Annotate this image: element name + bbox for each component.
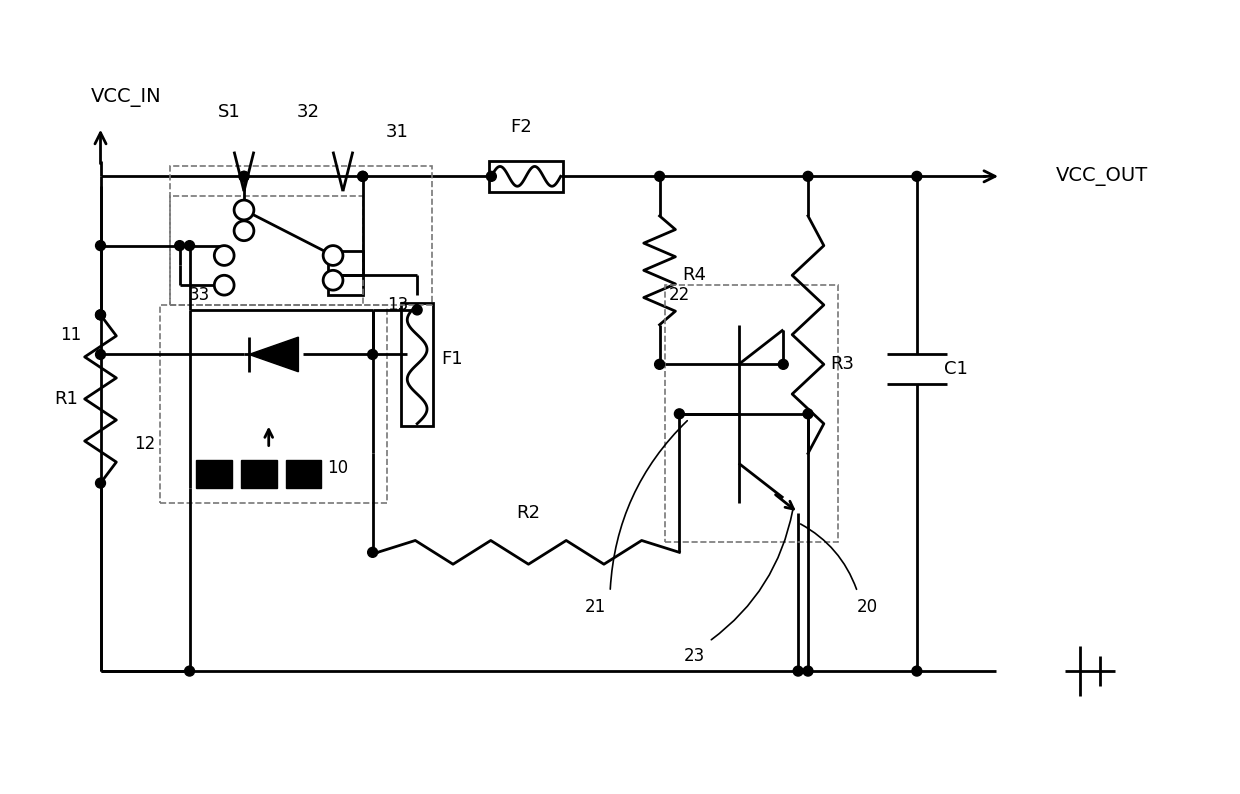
Circle shape — [324, 270, 343, 290]
Circle shape — [239, 172, 249, 181]
Text: C1: C1 — [945, 360, 968, 378]
Circle shape — [804, 666, 813, 676]
Text: 33: 33 — [188, 286, 210, 304]
Text: VCC_OUT: VCC_OUT — [1055, 167, 1148, 186]
Text: 23: 23 — [683, 647, 704, 665]
Circle shape — [234, 200, 254, 220]
Circle shape — [95, 310, 105, 320]
Circle shape — [368, 547, 377, 557]
Text: R1: R1 — [53, 390, 78, 408]
Circle shape — [412, 305, 422, 315]
Polygon shape — [249, 337, 299, 372]
Circle shape — [234, 221, 254, 241]
Circle shape — [324, 245, 343, 265]
Circle shape — [185, 241, 195, 251]
Circle shape — [215, 245, 234, 265]
Bar — [402, 303, 433, 426]
Bar — [196, 461, 232, 488]
Text: 11: 11 — [61, 326, 82, 344]
Bar — [160, 305, 387, 503]
Text: 20: 20 — [857, 598, 878, 616]
Text: R3: R3 — [831, 356, 854, 373]
Circle shape — [804, 409, 813, 418]
Bar — [665, 285, 838, 542]
Bar — [241, 461, 277, 488]
Text: 13: 13 — [387, 296, 408, 314]
Circle shape — [675, 409, 684, 418]
Circle shape — [185, 666, 195, 676]
Text: F1: F1 — [441, 350, 463, 368]
Circle shape — [368, 349, 377, 360]
Circle shape — [804, 172, 813, 181]
Circle shape — [95, 349, 105, 360]
Circle shape — [911, 172, 921, 181]
Text: 22: 22 — [668, 286, 689, 304]
Circle shape — [95, 241, 105, 251]
Bar — [490, 160, 563, 192]
Circle shape — [358, 172, 368, 181]
Circle shape — [779, 360, 789, 369]
Text: R4: R4 — [682, 266, 707, 284]
Circle shape — [655, 360, 665, 369]
Circle shape — [358, 172, 368, 181]
Circle shape — [175, 241, 185, 251]
Text: R2: R2 — [516, 503, 539, 522]
Text: F2: F2 — [510, 118, 532, 136]
Bar — [170, 196, 363, 305]
Circle shape — [911, 666, 921, 676]
Circle shape — [239, 172, 249, 181]
Text: 31: 31 — [386, 123, 409, 141]
Text: S1: S1 — [218, 103, 241, 121]
Bar — [170, 167, 432, 305]
Text: 32: 32 — [296, 103, 320, 121]
Circle shape — [655, 172, 665, 181]
Circle shape — [95, 478, 105, 488]
Circle shape — [95, 310, 105, 320]
Text: VCC_IN: VCC_IN — [91, 87, 161, 106]
Text: 10: 10 — [327, 459, 348, 477]
Text: 21: 21 — [584, 598, 606, 616]
Text: 12: 12 — [134, 434, 156, 453]
Circle shape — [794, 666, 804, 676]
Bar — [329, 251, 363, 295]
Bar — [285, 461, 321, 488]
Circle shape — [486, 172, 496, 181]
Circle shape — [215, 276, 234, 295]
